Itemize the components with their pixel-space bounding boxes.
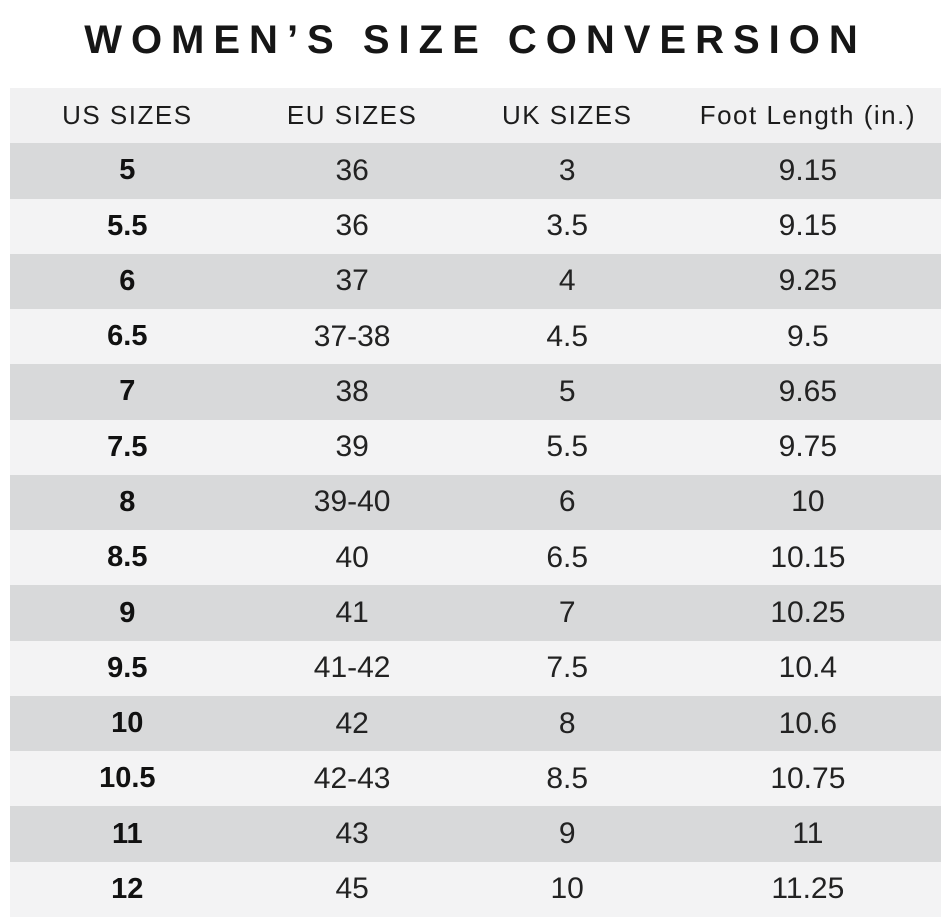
table-row: 7.5 39 5.5 9.75 [10,419,941,475]
cell-eu-size: 37-38 [313,319,391,353]
cell-us-size: 5 [119,154,136,187]
cell-uk-size: 9 [558,817,576,851]
cell-foot-length: 10.15 [770,540,846,574]
table-row: 5 36 3 9.15 [10,143,941,199]
cell-us-size: 6.5 [107,320,148,353]
table-row: 8 39-40 6 10 [10,474,941,531]
cell-uk-size: 10 [550,872,584,906]
col-header-uk-sizes: UK SIZES [501,100,633,131]
col-header-eu-sizes: EU SIZES [286,100,418,131]
cell-eu-size: 39-40 [313,485,391,519]
cell-us-size: 9.5 [107,651,148,684]
cell-foot-length: 9.75 [778,430,838,464]
cell-eu-size: 42-43 [313,761,391,795]
table-row: 8.5 40 6.5 10.15 [10,530,941,586]
table-row: 9 41 7 10.25 [10,585,941,641]
cell-uk-size: 3 [558,153,576,187]
table-row: 6 37 4 9.25 [10,253,941,310]
cell-foot-length: 10.75 [770,761,846,795]
cell-foot-length: 11.25 [771,872,845,906]
cell-us-size: 10.5 [99,762,156,795]
cell-foot-length: 10.4 [778,651,838,685]
cell-eu-size: 42 [335,706,369,740]
table-row: 10 42 8 10.6 [10,695,941,752]
cell-foot-length: 10.6 [778,706,838,740]
cell-uk-size: 5 [558,374,576,408]
cell-uk-size: 7 [558,596,576,630]
table-row: 12 45 10 11.25 [10,861,941,917]
cell-foot-length: 9.15 [778,209,838,243]
table-row: 7 38 5 9.65 [10,364,941,420]
cell-eu-size: 40 [335,540,369,574]
cell-uk-size: 7.5 [546,651,589,685]
size-conversion-table: US SIZES EU SIZES UK SIZES Foot Length (… [10,88,941,917]
table-row: 10.5 42-43 8.5 10.75 [10,751,941,807]
cell-uk-size: 3.5 [546,209,589,243]
table-header-row: US SIZES EU SIZES UK SIZES Foot Length (… [10,88,941,144]
cell-uk-size: 8.5 [546,761,589,795]
cell-uk-size: 4 [558,264,576,298]
cell-foot-length: 9.25 [778,264,838,298]
cell-foot-length: 11 [792,817,824,851]
table-row: 6.5 37-38 4.5 9.5 [10,309,941,365]
cell-eu-size: 41-42 [313,651,391,685]
cell-us-size: 5.5 [107,209,148,242]
cell-uk-size: 8 [558,706,576,740]
table-row: 9.5 41-42 7.5 10.4 [10,640,941,696]
cell-eu-size: 45 [335,872,369,906]
table-row: 11 43 9 11 [10,806,941,862]
cell-us-size: 10 [111,707,144,740]
cell-eu-size: 37 [335,264,369,298]
cell-foot-length: 9.65 [778,374,838,408]
cell-foot-length: 10.25 [770,596,846,630]
cell-us-size: 8.5 [107,541,148,574]
cell-uk-size: 6.5 [546,540,589,574]
cell-us-size: 12 [111,872,144,905]
cell-us-size: 7 [119,375,136,408]
col-header-foot-length: Foot Length (in.) [699,100,916,131]
cell-foot-length: 9.15 [778,153,838,187]
cell-us-size: 9 [119,596,136,629]
table-row: 5.5 36 3.5 9.15 [10,198,941,254]
cell-eu-size: 41 [335,596,369,630]
table-body: 5 36 3 9.15 5.5 36 3.5 9.15 6 37 4 9.25 6.5 37-38 4.5 9… [10,143,941,917]
cell-us-size: 11 [111,817,143,850]
cell-us-size: 8 [119,485,136,518]
cell-eu-size: 39 [335,430,369,464]
page-title: WOMEN’S SIZE CONVERSION [84,18,867,62]
cell-eu-size: 36 [335,209,369,243]
col-header-us-sizes: US SIZES [62,100,193,131]
cell-eu-size: 43 [335,817,369,851]
cell-uk-size: 5.5 [546,430,589,464]
cell-uk-size: 6 [558,485,576,519]
cell-foot-length: 9.5 [786,319,829,353]
cell-us-size: 6 [119,264,136,297]
cell-eu-size: 38 [335,374,369,408]
cell-us-size: 7.5 [107,430,148,463]
cell-uk-size: 4.5 [546,319,589,353]
cell-eu-size: 36 [335,153,369,187]
cell-foot-length: 10 [791,485,825,519]
